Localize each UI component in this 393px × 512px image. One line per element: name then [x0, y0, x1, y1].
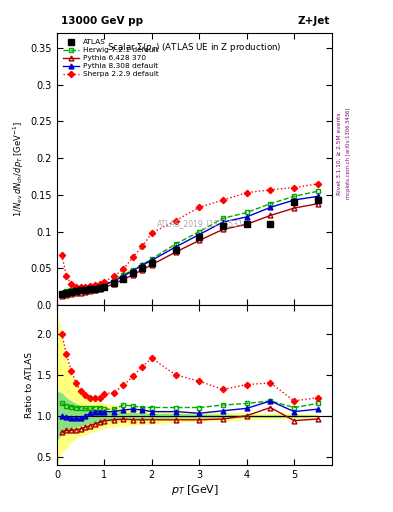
X-axis label: $p_T\;[\mathrm{GeV}]$: $p_T\;[\mathrm{GeV}]$ [171, 482, 219, 497]
Y-axis label: $1/N_\mathrm{ev}\,dN_\mathrm{ch}/dp_T\;[\mathrm{GeV}^{-1}]$: $1/N_\mathrm{ev}\,dN_\mathrm{ch}/dp_T\;[… [12, 121, 26, 217]
Text: Scalar $\Sigma(p_T)$ (ATLAS UE in Z production): Scalar $\Sigma(p_T)$ (ATLAS UE in Z prod… [107, 41, 282, 54]
Text: Z+Jet: Z+Jet [298, 15, 330, 26]
Text: mcplots.cern.ch [arXiv:1306.3436]: mcplots.cern.ch [arXiv:1306.3436] [346, 108, 351, 199]
Y-axis label: Ratio to ATLAS: Ratio to ATLAS [25, 352, 34, 418]
Text: ATLAS_2019_I1736531: ATLAS_2019_I1736531 [157, 219, 243, 228]
Legend: ATLAS, Herwig 7.2.1 default, Pythia 6.428 370, Pythia 8.308 default, Sherpa 2.2.: ATLAS, Herwig 7.2.1 default, Pythia 6.42… [61, 37, 161, 79]
Text: Rivet 3.1.10, ≥ 2.5M events: Rivet 3.1.10, ≥ 2.5M events [337, 112, 342, 195]
Text: 13000 GeV pp: 13000 GeV pp [61, 15, 143, 26]
